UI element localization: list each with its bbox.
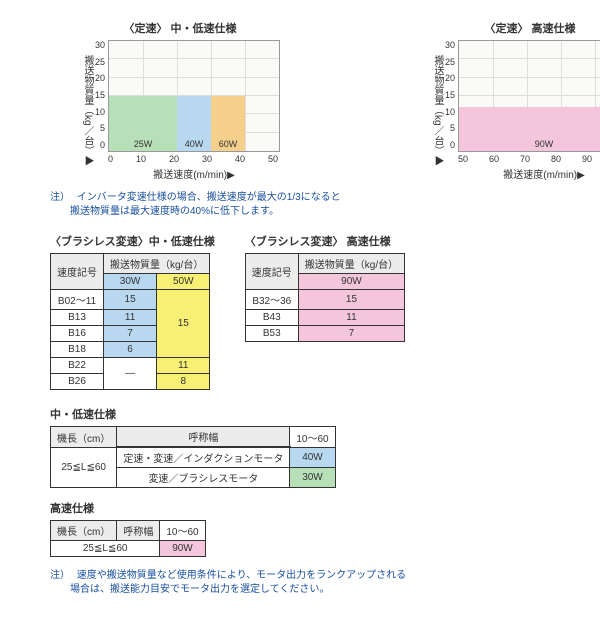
table-1: 速度記号 搬送物質量（kg/台） 30W 50W B02〜11 15 15 B1… — [50, 253, 210, 390]
chart-1: 〈定速〉 中・低速仕様 搬送物質量（kg／台）▶ 051015202530 25… — [20, 20, 340, 181]
td-length-range: 25≦L≦60 — [51, 541, 160, 557]
chart-1-title: 〈定速〉 中・低速仕様 — [123, 20, 236, 36]
chart-1-yticks: 051015202530 — [95, 40, 108, 150]
td-val: 11 — [104, 310, 157, 326]
note-line: 搬送物質量は最大速度時の40%に低下します。 — [70, 206, 279, 217]
td-val: ― — [104, 358, 157, 390]
chart-2-title: 〈定速〉 高速仕様 — [484, 20, 575, 36]
th-col: 90W — [298, 274, 404, 290]
td-length-range: 25≦L≦60 — [51, 448, 117, 488]
table-1-title: 〈ブラシレス変速〉中・低速仕様 — [50, 233, 215, 249]
th-length: 機長（cm） — [51, 427, 117, 448]
note-2: 注） 速度や搬送物質量など使用条件により、モータ出力をランクアップされる 場合は… — [50, 569, 580, 597]
spec-1: 中・低速仕様 機長（cm） 呼称幅 10〜60 25≦L≦60 定速・変速／イン… — [50, 406, 580, 488]
chart-2-plot: 90W — [458, 40, 600, 152]
chart-y-label: 搬送物質量（kg／台）▶ — [80, 40, 95, 181]
spec-1-table: 機長（cm） 呼称幅 10〜60 25≦L≦60 定速・変速／インダクションモー… — [50, 426, 336, 488]
td-speed: B13 — [51, 310, 104, 326]
td-width-range: 10〜60 — [290, 427, 335, 448]
th-length: 機長（cm） — [51, 521, 117, 541]
td-speed: B32〜36 — [245, 290, 298, 310]
th-mass: 搬送物質量（kg/台） — [104, 254, 210, 274]
td-val: 11 — [298, 310, 404, 326]
chart-2: 〈定速〉 高速仕様 搬送物質量（kg／台）▶ 051015202530 90W … — [370, 20, 600, 181]
spec-2: 高速仕様 機長（cm） 呼称幅 10〜60 25≦L≦60 90W — [50, 500, 580, 557]
chart-region: 60W — [211, 96, 245, 151]
td-val: 15 — [157, 290, 210, 358]
table-2: 速度記号 搬送物質量（kg/台） 90W B32〜36 15 B43 11 B5… — [245, 253, 405, 342]
note-1: 注） インバータ変速仕様の場合、搬送速度が最大の1/3になると 搬送物質量は最大… — [50, 191, 580, 219]
note-prefix: 注） — [50, 192, 70, 203]
note-line: インバータ変速仕様の場合、搬送速度が最大の1/3になると — [77, 192, 341, 203]
td-watt: 40W — [290, 448, 335, 468]
td-val: 8 — [157, 374, 210, 390]
td-val: 7 — [298, 326, 404, 342]
td-val: 15 — [104, 290, 157, 310]
th-speed: 速度記号 — [245, 254, 298, 290]
table-1-block: 〈ブラシレス変速〉中・低速仕様 速度記号 搬送物質量（kg/台） 30W 50W… — [50, 233, 215, 390]
spec-2-title: 高速仕様 — [50, 500, 580, 516]
td-speed: B02〜11 — [51, 290, 104, 310]
td-val: 11 — [157, 358, 210, 374]
td-speed: B26 — [51, 374, 104, 390]
th-mass: 搬送物質量（kg/台） — [298, 254, 404, 274]
note-line: 速度や搬送物質量など使用条件により、モータ出力をランクアップされる — [77, 570, 406, 581]
chart-2-yticks: 051015202530 — [445, 40, 458, 150]
td-speed: B53 — [245, 326, 298, 342]
chart-1-xticks: 01020304050 — [108, 154, 278, 164]
td-motor: 定速・変速／インダクションモータ — [117, 448, 290, 468]
tables-row: 〈ブラシレス変速〉中・低速仕様 速度記号 搬送物質量（kg/台） 30W 50W… — [50, 233, 580, 390]
charts-row: 〈定速〉 中・低速仕様 搬送物質量（kg／台）▶ 051015202530 25… — [20, 20, 580, 181]
spec-2-table: 機長（cm） 呼称幅 10〜60 25≦L≦60 90W — [50, 520, 206, 557]
chart-x-label: 搬送速度(m/min)▶ — [458, 166, 600, 181]
table-2-title: 〈ブラシレス変速〉 高速仕様 — [245, 233, 405, 249]
td-watt: 90W — [160, 541, 205, 557]
th-width: 呼称幅 — [117, 427, 290, 447]
chart-region: 25W — [109, 96, 177, 151]
td-val: 6 — [104, 342, 157, 358]
td-speed: B16 — [51, 326, 104, 342]
td-val: 7 — [104, 326, 157, 342]
spec-1-title: 中・低速仕様 — [50, 406, 580, 422]
td-speed: B22 — [51, 358, 104, 374]
note-prefix: 注） — [50, 570, 70, 581]
td-width-range: 10〜60 — [160, 521, 205, 541]
td-motor: 変速／ブラシレスモータ — [117, 468, 290, 488]
td-watt: 30W — [290, 468, 335, 488]
td-speed: B18 — [51, 342, 104, 358]
th-col: 50W — [157, 274, 210, 290]
table-2-block: 〈ブラシレス変速〉 高速仕様 速度記号 搬送物質量（kg/台） 90W B32〜… — [245, 233, 405, 390]
chart-region: 90W — [459, 107, 600, 151]
note-line: 場合は、搬送能力目安でモータ出力を選定してください。 — [70, 584, 329, 595]
chart-y-label: 搬送物質量（kg／台）▶ — [430, 40, 445, 181]
th-col: 30W — [104, 274, 157, 290]
chart-region: 40W — [177, 96, 211, 151]
td-val: 15 — [298, 290, 404, 310]
chart-1-plot: 25W40W60W — [108, 40, 280, 152]
td-speed: B43 — [245, 310, 298, 326]
th-width: 呼称幅 — [117, 521, 160, 541]
th-speed: 速度記号 — [51, 254, 104, 290]
chart-x-label: 搬送速度(m/min)▶ — [108, 166, 280, 181]
chart-2-xticks: 5060708090100 — [458, 154, 600, 164]
